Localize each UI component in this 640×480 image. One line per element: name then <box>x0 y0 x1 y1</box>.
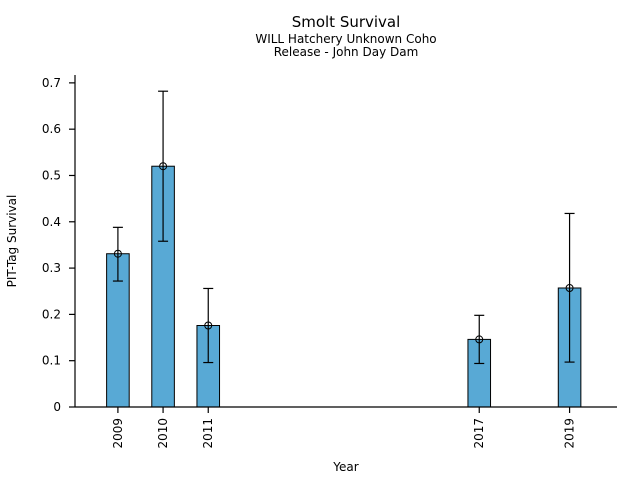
x-tick-label-2019: 2019 <box>563 418 577 449</box>
x-axis-label: Year <box>332 460 358 474</box>
y-tick-label-0.6: 0.6 <box>42 122 61 136</box>
x-tick-label-2017: 2017 <box>472 418 486 449</box>
data-point-marker-2009 <box>113 249 122 258</box>
data-point-marker-2010 <box>159 162 168 171</box>
data-point-marker-2019 <box>565 283 574 292</box>
y-tick-label-0.3: 0.3 <box>42 261 61 275</box>
y-axis-label: PIT-Tag Survival <box>5 195 19 288</box>
x-tick-label-2010: 2010 <box>156 418 170 449</box>
chart-subtitle-line2: Release - John Day Dam <box>273 45 419 59</box>
y-tick-label-0: 0 <box>53 400 61 414</box>
plot-generated-layer: 0 0.1 0.2 0.3 0.4 0.5 0.6 0.7 2009 2010 2011 2017 20… <box>42 75 617 449</box>
chart-subtitle-line1: WILL Hatchery Unknown Coho <box>255 32 437 46</box>
y-tick-label-0.2: 0.2 <box>42 307 61 321</box>
chart-title: Smolt Survival <box>291 13 401 31</box>
data-point-marker-2011 <box>204 321 213 330</box>
y-tick-label-0.5: 0.5 <box>42 168 61 182</box>
y-tick-label-0.4: 0.4 <box>42 215 61 229</box>
data-point-marker-2017 <box>475 335 484 344</box>
x-tick-label-2009: 2009 <box>111 418 125 449</box>
y-tick-label-0.7: 0.7 <box>42 76 61 90</box>
x-tick-label-2011: 2011 <box>201 418 215 449</box>
y-tick-label-0.1: 0.1 <box>42 354 61 368</box>
